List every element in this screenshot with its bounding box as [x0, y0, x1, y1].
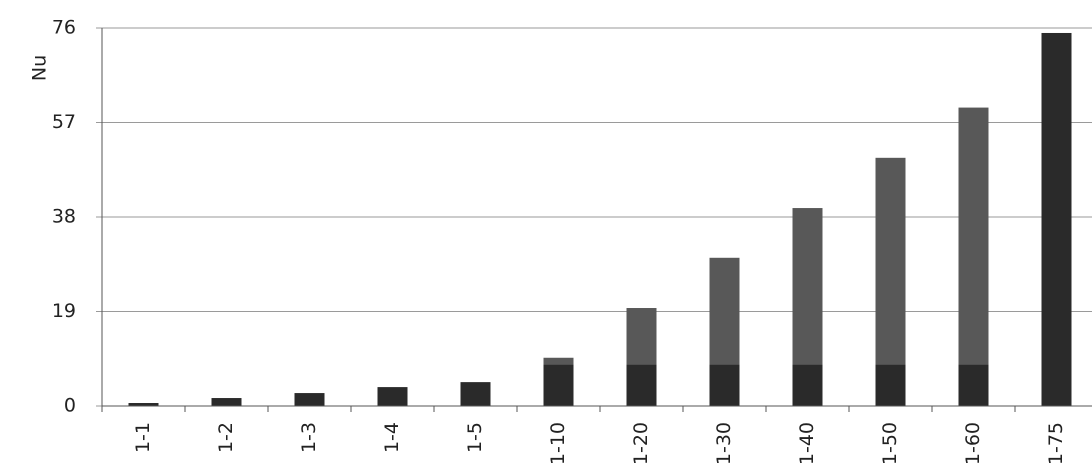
- x-tick-label: 1-50: [879, 422, 901, 465]
- x-tick-label: 1-4: [381, 422, 403, 453]
- x-tick-label: 1-30: [713, 422, 735, 465]
- bar-segment: [543, 357, 574, 365]
- bar-segment: [709, 364, 740, 406]
- bar-segment: [875, 157, 906, 365]
- x-tick-label: 1-40: [796, 422, 818, 465]
- bar-segment: [709, 257, 740, 365]
- bar-segment: [792, 208, 823, 365]
- x-tick-label: 1-10: [547, 422, 569, 465]
- x-tick-label: 1-2: [215, 422, 237, 453]
- y-tick-label: 57: [52, 111, 76, 133]
- bar-segment: [875, 364, 906, 406]
- bar-segment: [1041, 32, 1072, 406]
- bar-segment: [543, 364, 574, 406]
- bar-segment: [377, 387, 408, 406]
- bar-segment: [460, 382, 491, 406]
- bar-segment: [626, 364, 657, 406]
- x-tick-label: 1-75: [1045, 422, 1067, 465]
- bar-segment: [211, 398, 242, 406]
- bar-segment: [958, 107, 989, 365]
- x-tick-label: 1-20: [630, 422, 652, 465]
- y-tick-label: 38: [52, 206, 76, 228]
- y-tick-label: 76: [52, 17, 76, 39]
- bar-segment: [626, 308, 657, 365]
- y-tick-label: 0: [64, 395, 76, 417]
- bar-segment: [128, 403, 159, 406]
- x-tick-label: 1-5: [464, 422, 486, 453]
- x-tick-label: 1-3: [298, 422, 320, 453]
- bar-segment: [958, 364, 989, 406]
- y-tick-label: 19: [52, 300, 76, 322]
- y-axis-label: Nu: [29, 55, 51, 81]
- bar-segment: [792, 364, 823, 406]
- x-tick-label: 1-1: [132, 422, 154, 453]
- x-tick-label: 1-60: [962, 422, 984, 465]
- bar-segment: [294, 393, 325, 406]
